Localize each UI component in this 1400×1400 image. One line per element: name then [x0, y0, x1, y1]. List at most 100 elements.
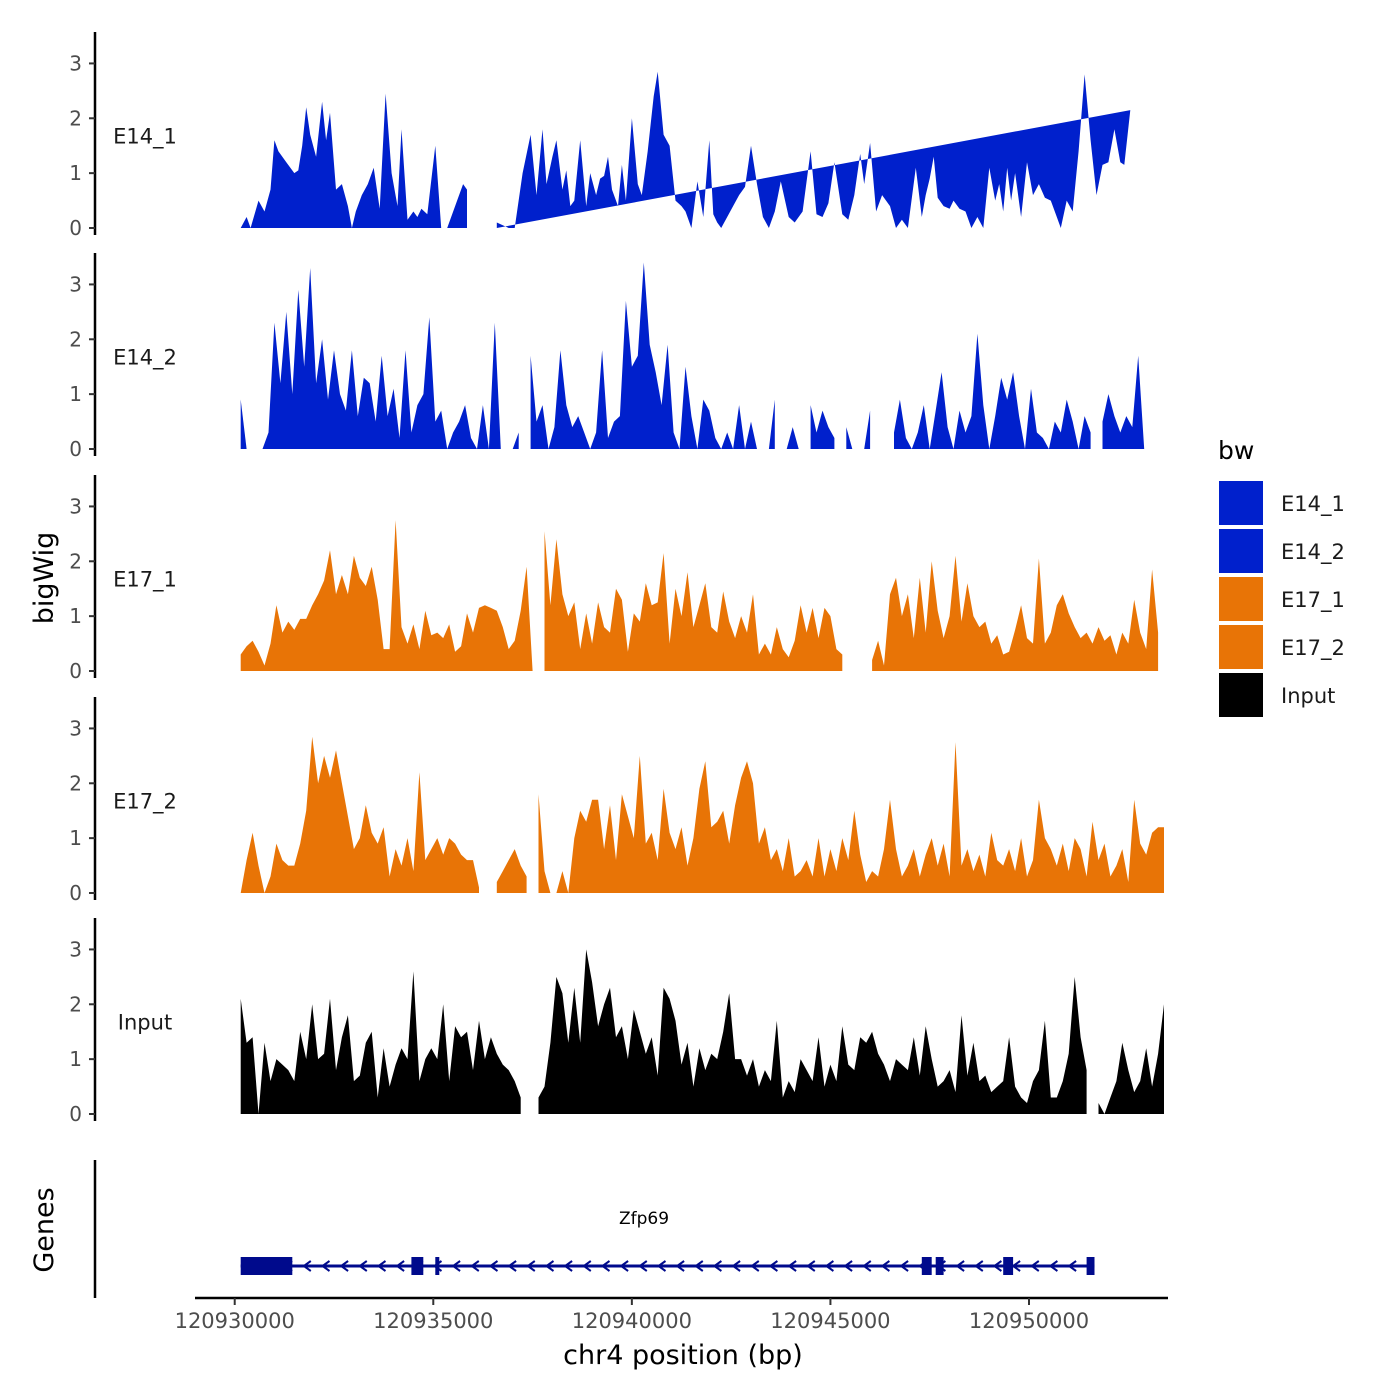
strand-arrow	[544, 1260, 555, 1272]
y-tick-label: 1	[69, 604, 82, 628]
gene-exon	[240, 1257, 293, 1275]
signal-area	[240, 399, 247, 449]
y-tick-label: 0	[69, 659, 82, 683]
signal-area	[240, 520, 533, 671]
track-input: 0 1 2 3 Input	[69, 918, 1164, 1126]
strand-arrow	[451, 1260, 461, 1272]
strand-arrow	[880, 1260, 890, 1272]
strand-arrow	[955, 1260, 965, 1272]
x-tick-label: 120930000	[175, 1309, 295, 1333]
legend-label: E14_1	[1281, 492, 1345, 517]
y-tick-label: 3	[69, 272, 82, 296]
signal-area	[1098, 1004, 1164, 1114]
legend-label: E17_2	[1281, 636, 1345, 661]
track-label: E17_2	[113, 790, 177, 815]
strand-arrow	[638, 1260, 648, 1272]
legend-swatch	[1219, 673, 1263, 717]
strand-arrow	[358, 1260, 368, 1272]
gene-track: Zfp69	[93, 1160, 1095, 1298]
strand-arrow	[470, 1260, 480, 1272]
y-tick-label: 3	[69, 937, 82, 961]
strand-arrow	[768, 1260, 778, 1272]
legend-swatch	[1219, 529, 1263, 573]
y-tick-label: 2	[69, 327, 82, 351]
x-tick-label: 120950000	[969, 1309, 1089, 1333]
strand-arrow	[619, 1260, 629, 1272]
y-tick-label: 1	[69, 826, 82, 850]
strand-arrow	[339, 1260, 349, 1272]
y-tick-label: 3	[69, 716, 82, 740]
track-e14-2: 0 1 2 3 E14_2	[69, 253, 1145, 461]
y-tick-label: 0	[69, 881, 82, 905]
strand-arrow	[806, 1260, 816, 1272]
x-axis-title: chr4 position (bp)	[563, 1340, 803, 1371]
gene-exon	[411, 1257, 424, 1275]
strand-arrow	[302, 1260, 312, 1272]
y-tick-label: 2	[69, 992, 82, 1016]
x-tick-label: 120935000	[373, 1309, 493, 1333]
gene-exon	[935, 1257, 944, 1275]
y-tick-label: 0	[69, 437, 82, 461]
gene-exon	[1003, 1257, 1014, 1275]
strand-arrow	[974, 1260, 984, 1272]
strand-arrow	[843, 1260, 853, 1272]
strand-arrow	[526, 1260, 536, 1272]
y-tick-label: 2	[69, 549, 82, 573]
legend-label: Input	[1281, 684, 1335, 708]
legend-title: bw	[1218, 436, 1254, 465]
signal-area	[538, 949, 1087, 1114]
track-e17-2: 0 1 2 3 E17_2	[69, 697, 1164, 905]
track-e17-1: 0 1 2 3 E17_1	[69, 475, 1159, 683]
strand-arrow	[376, 1260, 387, 1272]
y-tick-label: 2	[69, 771, 82, 795]
x-axis: 120930000 120935000 120940000 120945000 1209…	[175, 1296, 1168, 1333]
strand-arrow	[507, 1260, 517, 1272]
track-label: E17_1	[113, 568, 177, 593]
strand-arrow	[320, 1260, 331, 1272]
track-e14-1: 0 1 2 3 E14_1	[69, 32, 1131, 240]
strand-arrow	[1030, 1260, 1040, 1272]
x-tick-label: 120940000	[572, 1309, 692, 1333]
signal-area	[872, 555, 1159, 671]
strand-arrow	[656, 1260, 667, 1272]
strand-arrow	[824, 1260, 834, 1272]
strand-arrow	[862, 1260, 872, 1272]
signal-area	[262, 268, 519, 449]
strand-arrow	[1048, 1260, 1058, 1272]
x-tick-label: 120945000	[770, 1309, 890, 1333]
signal-area	[240, 971, 521, 1114]
gene-exon	[435, 1257, 440, 1275]
legend-label: E14_2	[1281, 540, 1345, 565]
signal-area	[894, 333, 1091, 449]
signal-area	[240, 736, 479, 893]
signal-area	[496, 71, 1131, 228]
y-tick-label: 1	[69, 382, 82, 406]
signal-area	[786, 427, 799, 449]
y-axis-title: bigWig	[29, 532, 60, 625]
strand-arrow	[582, 1260, 592, 1272]
signal-area	[530, 262, 775, 449]
signal-area	[810, 405, 835, 449]
legend-swatch	[1219, 625, 1263, 669]
track-label: E14_2	[113, 346, 177, 371]
strand-arrow	[600, 1260, 611, 1272]
y-tick-label: 1	[69, 161, 82, 185]
strand-arrow	[488, 1260, 499, 1272]
signal-area	[846, 410, 871, 449]
strand-arrow	[731, 1260, 741, 1272]
strand-arrow	[992, 1260, 1002, 1272]
strand-arrow	[694, 1260, 704, 1272]
signal-area	[538, 742, 1164, 893]
y-tick-label: 2	[69, 106, 82, 130]
signal-area	[544, 531, 843, 671]
signal-area	[240, 93, 467, 228]
strand-arrow	[899, 1260, 909, 1272]
legend: bw E14_1 E14_2 E17_1 E17_2 Input	[1218, 436, 1345, 717]
strand-arrow	[750, 1260, 760, 1272]
signal-tracks: 0 1 2 3 E14_1 0 1 2 3 E14_2 0 1 2 3 E17_1 0 1 2 3 E17_2 0 1 2 3…	[69, 32, 1164, 1126]
legend-swatch	[1219, 481, 1263, 525]
genes-axis-title: Genes	[29, 1187, 60, 1272]
strand-arrow	[787, 1260, 797, 1272]
y-tick-label: 3	[69, 51, 82, 75]
